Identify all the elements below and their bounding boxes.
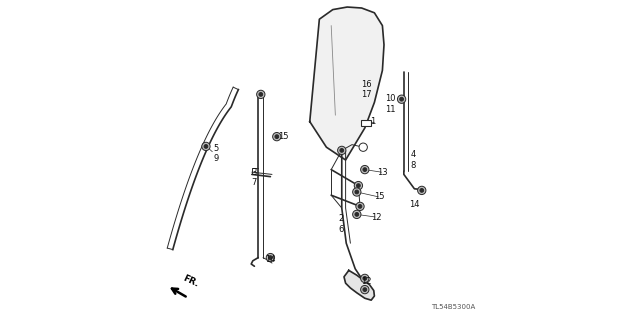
Circle shape [397,95,406,103]
Text: TL54B5300A: TL54B5300A [431,304,475,310]
Text: FR.: FR. [182,274,200,289]
Circle shape [400,97,403,101]
Text: 15: 15 [278,132,289,140]
Circle shape [266,253,275,262]
Text: 4
8: 4 8 [410,150,415,170]
Circle shape [353,188,361,196]
Circle shape [361,165,369,174]
Circle shape [356,184,360,188]
Circle shape [337,146,346,155]
Circle shape [257,90,265,99]
FancyBboxPatch shape [361,120,371,126]
Circle shape [269,256,272,260]
Circle shape [275,135,278,139]
Text: 16
17: 16 17 [361,80,372,99]
Circle shape [204,145,208,148]
Polygon shape [344,270,374,300]
Circle shape [359,143,367,151]
Circle shape [355,212,358,216]
Text: 5
9: 5 9 [213,144,219,163]
Circle shape [340,148,344,152]
Text: 2
6: 2 6 [338,214,344,234]
Circle shape [363,288,367,292]
Text: 10
11: 10 11 [385,94,396,114]
Circle shape [363,168,367,172]
Circle shape [361,274,369,283]
Circle shape [358,204,362,208]
Polygon shape [310,7,384,160]
Text: 1: 1 [370,117,376,126]
Circle shape [273,132,281,141]
Circle shape [355,181,362,190]
Circle shape [420,188,424,192]
Text: 14: 14 [409,200,420,209]
Circle shape [202,142,210,151]
Text: 12: 12 [371,213,381,222]
Text: 3
7: 3 7 [252,168,257,187]
Circle shape [355,190,358,194]
Circle shape [356,202,364,211]
Circle shape [259,92,262,96]
Text: 12: 12 [361,277,372,286]
Text: 13: 13 [377,168,388,177]
Circle shape [363,276,367,280]
Text: 15: 15 [374,192,385,201]
Text: 14: 14 [265,255,276,264]
Circle shape [361,285,369,294]
Circle shape [353,210,361,219]
Circle shape [417,186,426,195]
